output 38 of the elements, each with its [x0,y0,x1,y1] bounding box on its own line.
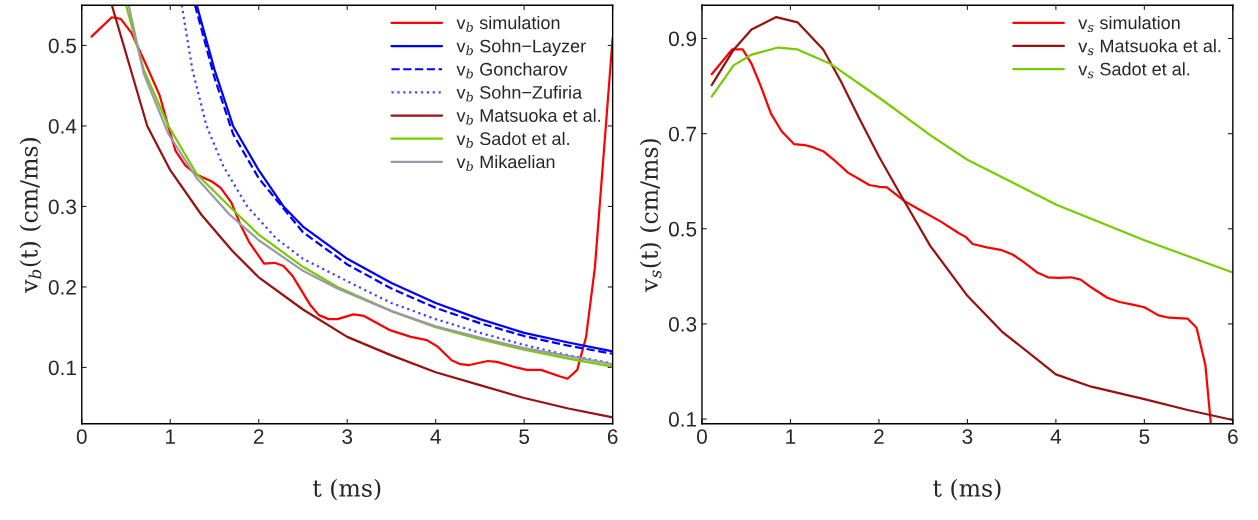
x-tick-label: 5 [519,429,530,444]
y-tick-label: 0.5 [668,221,697,237]
x-tick-label: 1 [786,429,796,444]
x-tick-label: 4 [430,429,441,444]
y-tick-label: 0.2 [48,279,76,295]
y-axis-title: v$_{b}$(t) (cm/ms) [19,138,42,293]
x-axis-title: t (ms) [933,478,1001,501]
x-tick-label: 3 [962,429,973,444]
x-tick-label: 5 [1139,429,1150,444]
y-tick-label: 0.1 [48,360,76,376]
legend-label: v$_{b}$ Sohn−Layzer [456,39,586,57]
y-tick-label: 0.1 [668,412,697,427]
legend-label: v$_{b}$ Matsuoka et al. [456,108,601,125]
x-tick-label: 2 [874,429,884,444]
x-tick-label: 1 [166,429,176,444]
x-tick-label: 3 [342,429,353,444]
y-tick-label: 0.4 [48,118,77,134]
legend-label: v$_{s}$ Sadot et al. [1078,62,1190,79]
y-tick-label: 0.5 [48,38,77,54]
legend-label: v$_{b}$ Goncharov [456,62,568,79]
legend-label: v$_{s}$ Matsuoka et al. [1078,39,1221,56]
x-tick-label: 0 [696,429,707,444]
x-tick-label: 6 [607,429,618,444]
x-tick-label: 6 [1228,429,1238,444]
y-tick-label: 0.7 [668,126,697,142]
x-axis-title: t (ms) [312,478,381,501]
x-tick-label: 0 [76,429,87,444]
y-axis-title: v$_{s}$(t) (cm/ms) [639,139,662,292]
y-tick-label: 0.3 [668,316,697,332]
legend-label: v$_{b}$ Sohn−Zufiria [456,85,583,102]
legend-label: v$_{b}$ Sadot et al. [456,131,569,148]
x-tick-label: 2 [253,429,264,444]
legend-label: v$_{s}$ simulation [1078,15,1180,33]
legend-label: v$_{b}$ simulation [456,15,560,33]
x-tick-label: 4 [1050,429,1062,444]
y-tick-label: 0.9 [668,31,697,47]
y-tick-label: 0.3 [48,199,76,215]
legend-label: v$_{b}$ Mikaelian [456,154,555,172]
